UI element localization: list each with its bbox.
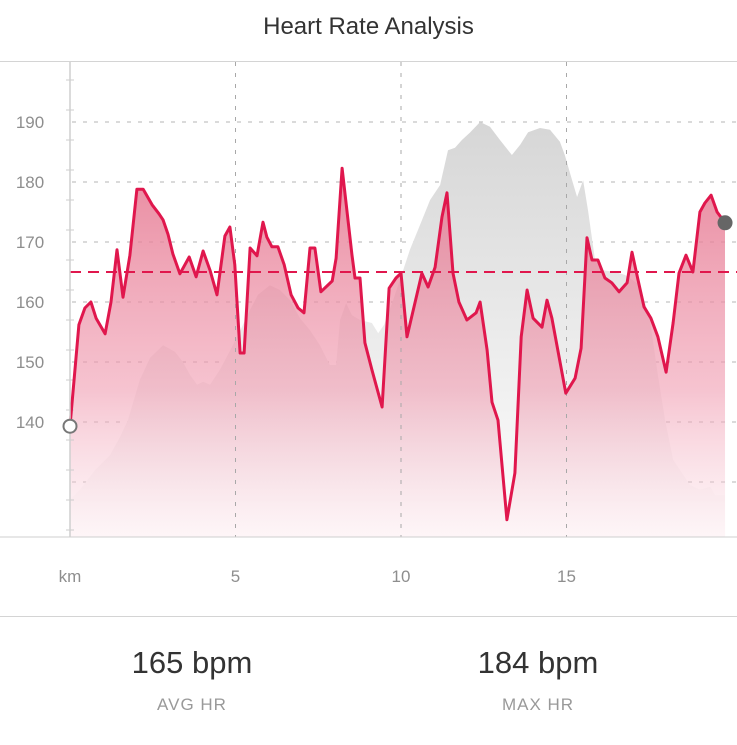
avg-hr-stat: 165 bpm AVG HR <box>42 645 342 715</box>
heart-rate-chart: 140 150 160 170 180 190 <box>0 62 737 538</box>
y-tick-label: 190 <box>16 113 44 132</box>
y-tick-label: 170 <box>16 233 44 252</box>
x-tick-label: 10 <box>391 567 411 586</box>
max-hr-value: 184 bpm <box>477 645 599 680</box>
avg-hr-label: AVG HR <box>157 695 227 714</box>
y-tick-label: 140 <box>16 413 44 432</box>
avg-hr-value: 165 bpm <box>131 645 253 680</box>
divider <box>0 616 737 617</box>
y-tick-label: 180 <box>16 173 44 192</box>
x-tick-label: 15 <box>557 567 576 586</box>
max-hr-label: MAX HR <box>501 695 575 714</box>
y-tick-label: 150 <box>16 353 44 372</box>
end-marker <box>717 215 733 231</box>
heart-rate-line <box>68 166 727 522</box>
chart-title: Heart Rate Analysis <box>0 0 737 62</box>
heart-rate-area <box>70 168 726 537</box>
x-tick-label: 5 <box>230 567 241 586</box>
max-hr-stat: 184 bpm MAX HR <box>388 645 688 715</box>
x-tick-label: km <box>58 567 82 586</box>
y-tick-label: 160 <box>16 293 44 312</box>
start-marker <box>62 418 78 434</box>
